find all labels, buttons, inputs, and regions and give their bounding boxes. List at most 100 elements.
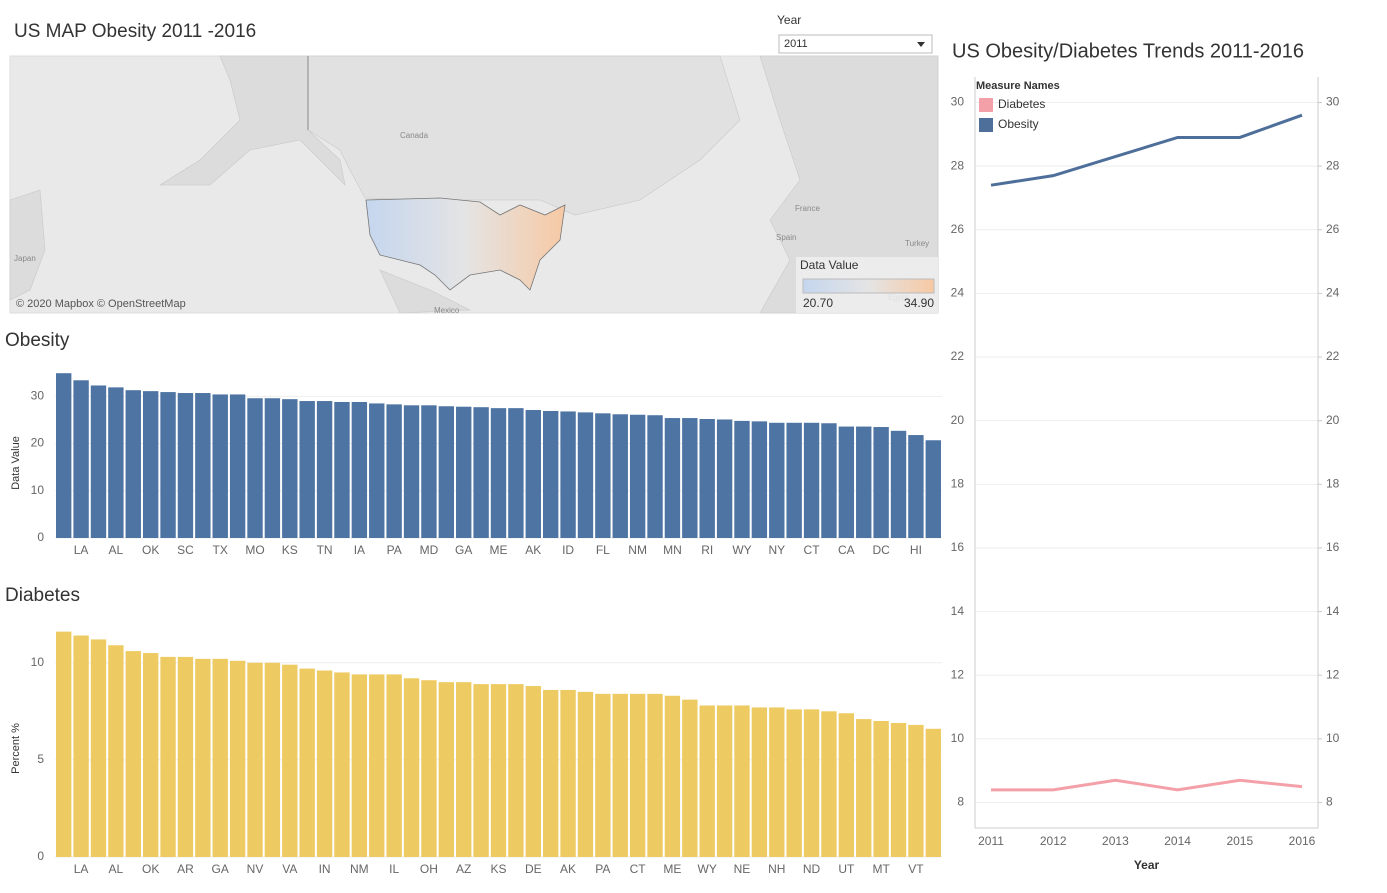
bar [542, 410, 559, 538]
y-axis-label: Percent % [10, 723, 22, 774]
bar [647, 415, 663, 538]
chart-title: Obesity [5, 330, 70, 351]
map-title: US MAP Obesity 2011 -2016 [14, 21, 256, 42]
x-tick-label: SC [177, 543, 194, 557]
bar [699, 705, 715, 857]
map-legend-max: 34.90 [904, 296, 934, 310]
x-tick-label: NM [350, 862, 369, 876]
x-tick-label: MT [872, 862, 890, 876]
y2-tick-label: 18 [1326, 476, 1340, 490]
x-tick-label: KS [490, 862, 506, 876]
line-series [991, 778, 1303, 792]
bar [925, 440, 941, 538]
place-label: Japan [14, 254, 36, 263]
bar [769, 422, 785, 538]
bar [664, 695, 681, 857]
bar [821, 423, 837, 538]
x-tick-label: DE [525, 862, 542, 876]
bar [595, 413, 611, 538]
us-states [365, 197, 566, 291]
x-tick-label: AL [109, 543, 124, 557]
x-tick-label: UT [838, 862, 855, 876]
map-legend-bar [802, 278, 935, 294]
dropdown-arrow[interactable] [917, 42, 925, 47]
x-tick-label: WY [698, 862, 717, 876]
bar [56, 373, 72, 538]
y-axis-label: Data Value [10, 436, 22, 490]
x-tick-label: 2014 [1164, 834, 1191, 848]
x-tick-label: GA [455, 543, 472, 557]
bar [925, 728, 941, 857]
bar [369, 403, 385, 538]
bar [421, 405, 437, 538]
bar [595, 693, 611, 857]
x-tick-label: KS [282, 543, 298, 557]
x-tick-label: NY [768, 543, 785, 557]
line-series [990, 113, 1303, 187]
x-tick-label: VT [908, 862, 924, 876]
bar [577, 691, 594, 857]
y-tick-label: 18 [951, 476, 965, 490]
x-tick-label: ND [803, 862, 821, 876]
bar [612, 693, 628, 857]
x-tick-label: HI [910, 543, 922, 557]
bar [873, 427, 889, 538]
x-tick-label: PA [595, 862, 610, 876]
bar [786, 422, 802, 538]
bar [229, 660, 246, 857]
y-tick-label: 16 [951, 540, 965, 554]
x-tick-label: TX [213, 543, 228, 557]
bar [299, 401, 315, 538]
y2-tick-label: 10 [1326, 731, 1340, 745]
y-tick-label: 0 [37, 530, 44, 544]
bar [247, 398, 263, 538]
x-tick-label: 2011 [978, 834, 1004, 848]
legend-title: Measure Names [976, 80, 1060, 92]
bar [108, 645, 124, 857]
y-tick-label: 14 [951, 604, 965, 618]
filter-dropdown[interactable] [778, 34, 933, 54]
bar [769, 707, 785, 857]
y-tick-label: 30 [31, 389, 45, 403]
x-tick-label: OH [420, 862, 438, 876]
bar [838, 713, 855, 857]
y-tick-label: 12 [951, 667, 965, 681]
y2-tick-label: 24 [1326, 286, 1340, 300]
bar [890, 430, 907, 538]
x-tick-label: CA [838, 543, 855, 557]
bar [821, 711, 837, 857]
bar [908, 435, 924, 538]
x-tick-label: OK [142, 862, 159, 876]
x-tick-label: RI [701, 543, 713, 557]
x-tick-label: MO [245, 543, 264, 557]
bar [177, 656, 194, 857]
bar [490, 408, 507, 538]
bar [195, 658, 211, 857]
place-label: France [795, 204, 820, 213]
bar [647, 693, 663, 857]
bar [751, 421, 768, 538]
x-tick-label: FL [596, 543, 610, 557]
y2-tick-label: 30 [1326, 95, 1340, 109]
bar [473, 684, 489, 857]
y-tick-label: 0 [37, 849, 44, 863]
bar [629, 693, 646, 857]
y-tick-label: 10 [31, 655, 45, 669]
bar [369, 674, 385, 857]
chart-title: US Obesity/Diabetes Trends 2011-2016 [952, 40, 1304, 62]
bar [125, 651, 141, 857]
bar [629, 414, 646, 538]
x-tick-label: LA [74, 543, 89, 557]
x-tick-label: AL [109, 862, 124, 876]
y-tick-label: 26 [951, 222, 965, 236]
bar [334, 672, 350, 857]
bar [716, 419, 733, 538]
map-land [9, 55, 939, 314]
bar [316, 401, 333, 538]
chart-title: Diabetes [5, 585, 80, 606]
filter-value[interactable]: 2011 [784, 38, 808, 50]
x-tick-label: ME [663, 862, 681, 876]
bar [403, 405, 420, 538]
y-tick-label: 28 [951, 158, 965, 172]
y2-tick-label: 14 [1326, 604, 1340, 618]
